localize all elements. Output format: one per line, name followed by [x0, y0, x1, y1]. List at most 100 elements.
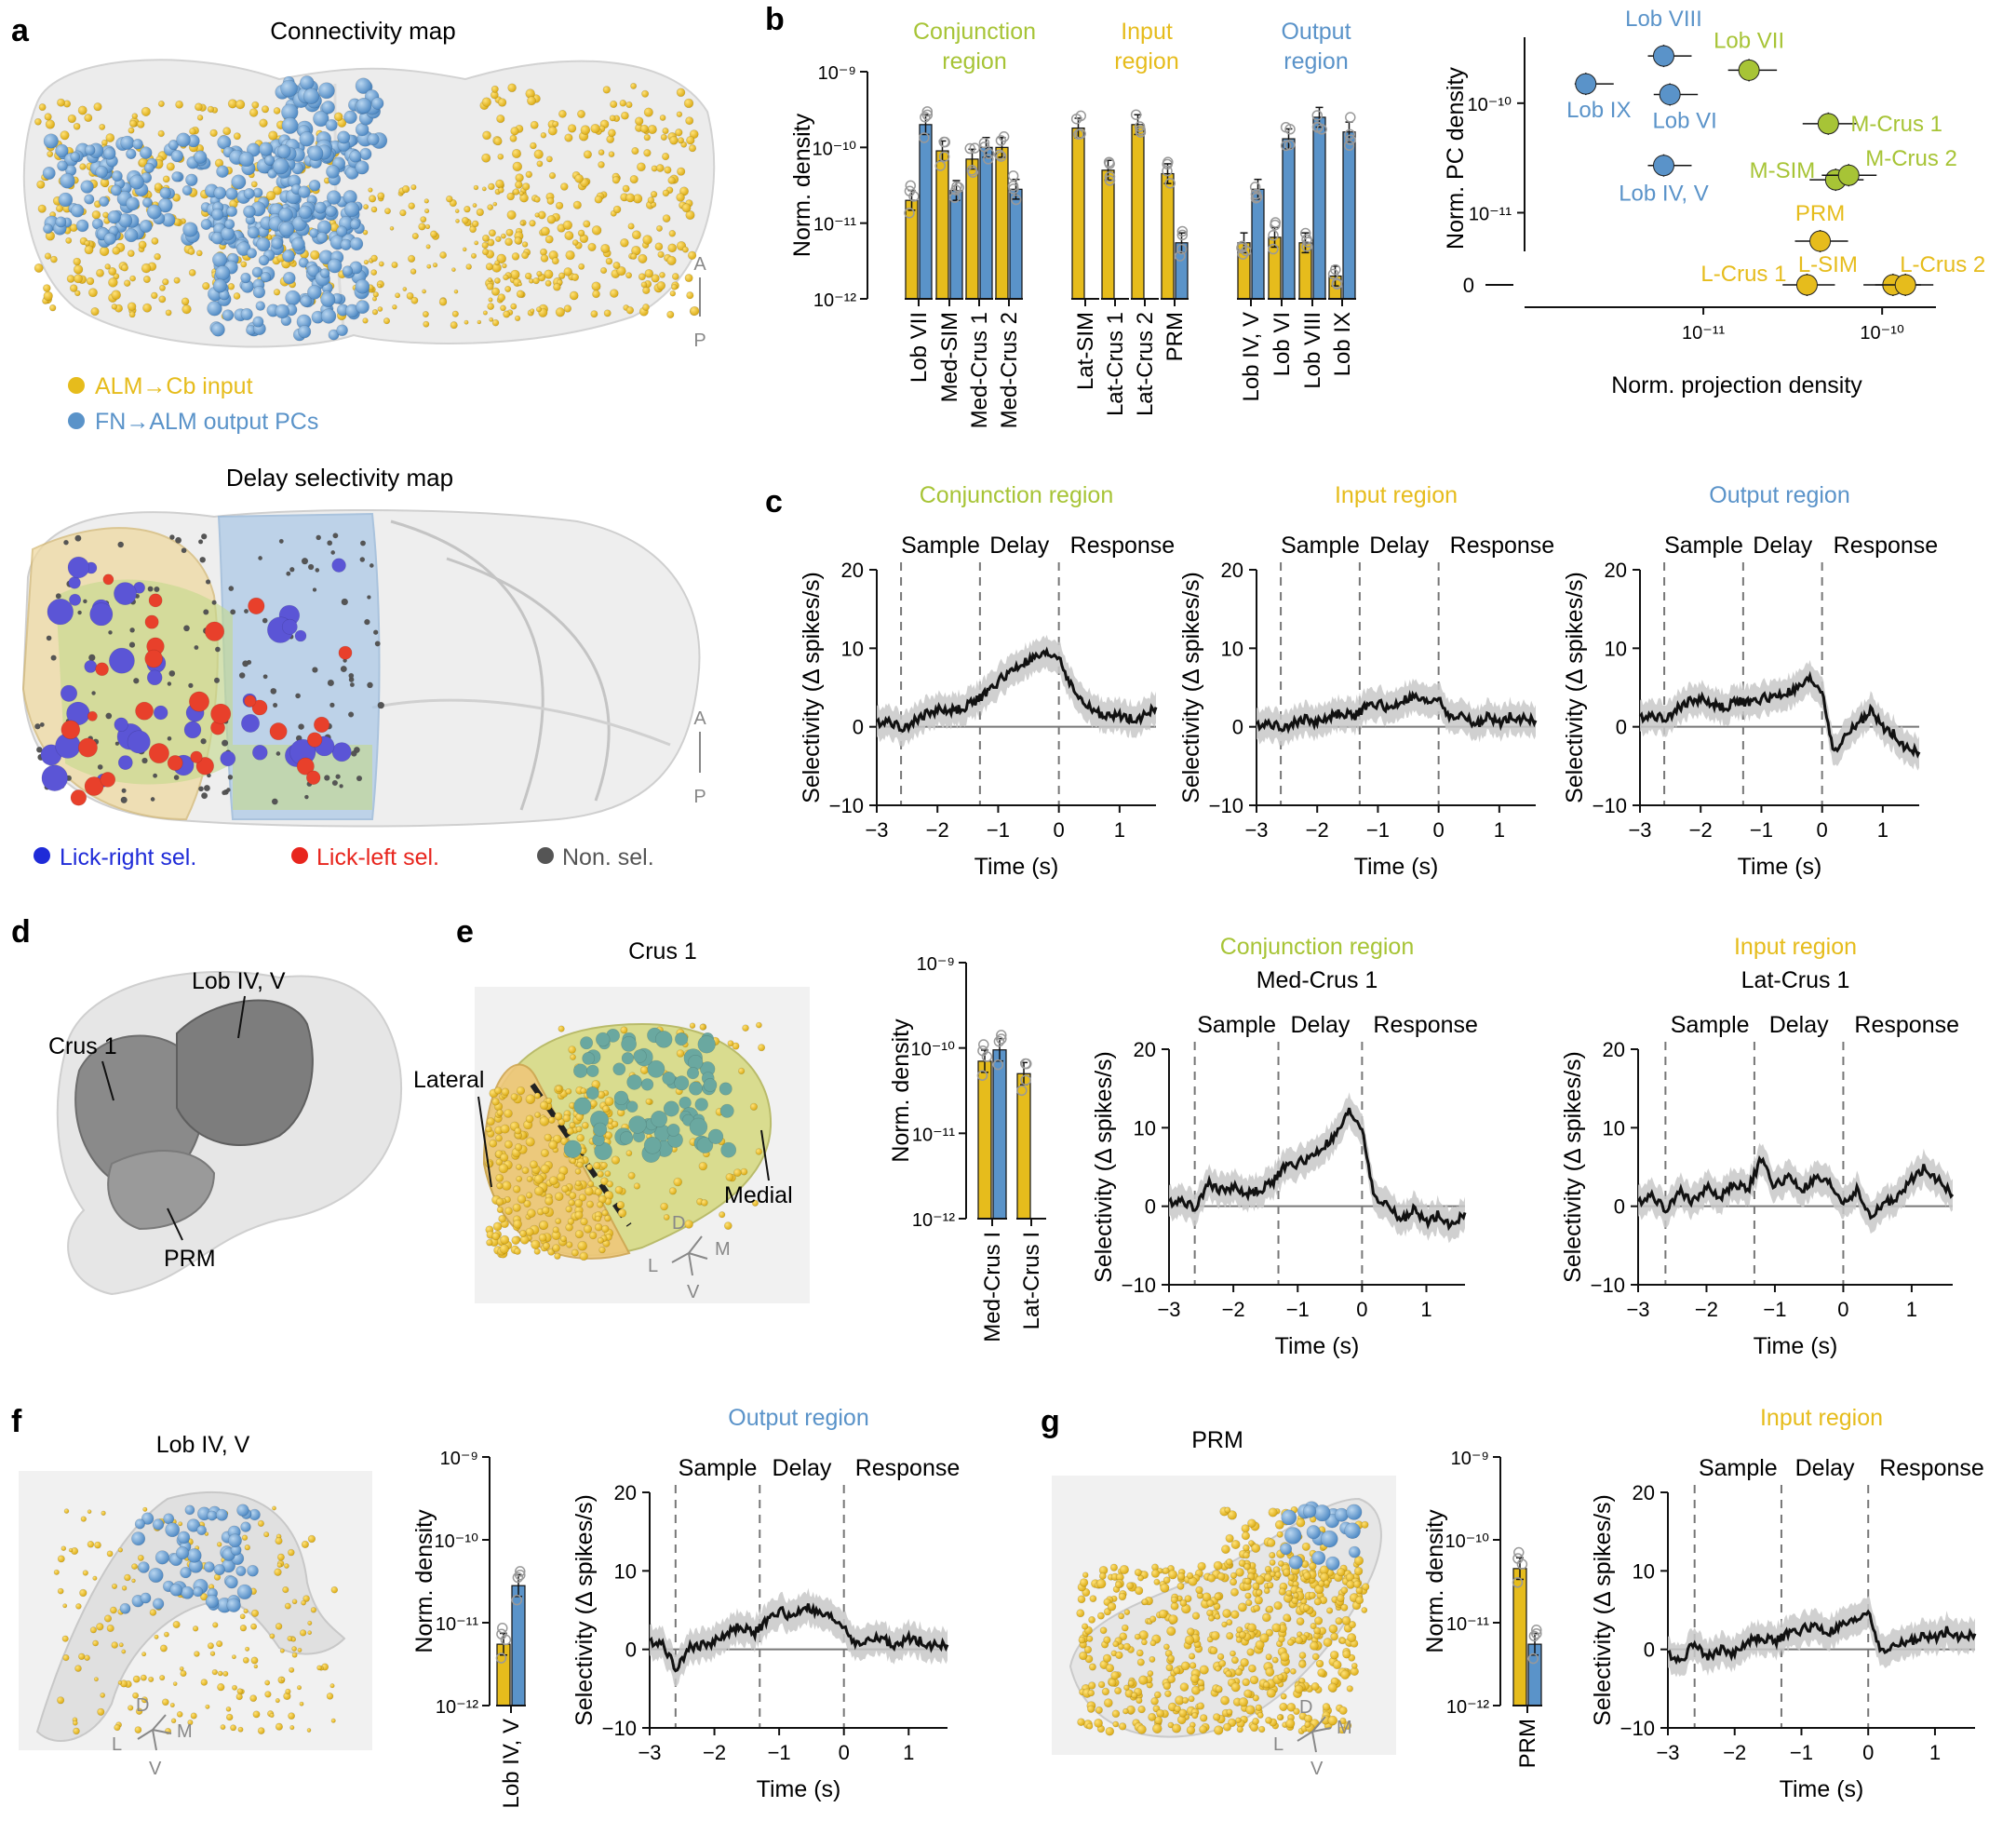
- cloud-dot: [298, 325, 312, 339]
- cloud-dot: [1141, 1598, 1149, 1606]
- cloud-dot: [63, 539, 69, 546]
- cloud-dot: [491, 1232, 501, 1241]
- cloud-dot: [159, 1674, 166, 1681]
- cloud-dot: [73, 1727, 80, 1735]
- cloud-dot: [620, 1026, 628, 1034]
- cloud-dot: [675, 128, 683, 137]
- cloud-dot: [152, 1598, 165, 1610]
- data-point: [934, 160, 947, 171]
- cloud-dot: [1337, 1568, 1346, 1577]
- cloud-dot: [236, 1504, 249, 1517]
- cloud-dot: [535, 306, 543, 313]
- cloud-dot: [217, 1682, 225, 1692]
- cloud-dot: [697, 1035, 716, 1054]
- cloud-dot: [60, 172, 75, 189]
- cloud-dot: [100, 772, 116, 788]
- input-bar: [1101, 169, 1115, 300]
- cloud-dot: [1224, 1506, 1231, 1514]
- cloud-dot: [647, 124, 657, 135]
- cloud-dot: [326, 164, 340, 179]
- cloud-dot: [44, 252, 52, 260]
- cloud-dot: [1122, 1624, 1129, 1632]
- cloud-dot: [302, 1595, 310, 1602]
- cloud-dot: [425, 244, 431, 250]
- b-group-output-1: Output: [1281, 19, 1351, 45]
- cloud-dot: [211, 208, 224, 221]
- cloud-dot: [131, 1578, 136, 1584]
- cloud-dot: [87, 710, 98, 722]
- cloud-dot: [662, 214, 671, 223]
- cloud-dot: [204, 1531, 209, 1536]
- cloud-dot: [69, 284, 78, 292]
- cloud-dot: [699, 1023, 706, 1031]
- cloud-dot: [487, 277, 493, 283]
- cloud-dot: [1317, 1668, 1326, 1678]
- cloud-dot: [477, 319, 482, 325]
- cloud-dot: [1215, 1685, 1223, 1693]
- cloud-dot: [1296, 1617, 1305, 1625]
- cloud-dot: [371, 309, 379, 316]
- cloud-dot: [525, 1114, 534, 1124]
- cloud-dot: [331, 779, 339, 787]
- cloud-dot: [349, 236, 364, 251]
- cloud-dot: [1276, 1714, 1284, 1720]
- cloud-dot: [594, 195, 603, 204]
- cloud-dot: [158, 295, 167, 304]
- cloud-dot: [1158, 1609, 1168, 1619]
- cloud-dot: [287, 1636, 293, 1642]
- panel-label-b: b: [765, 2, 785, 37]
- cloud-dot: [216, 1640, 223, 1648]
- cloud-dot: [601, 1209, 609, 1217]
- cloud-dot: [454, 209, 460, 214]
- epoch-sample-label: Sample: [1281, 533, 1360, 559]
- cloud-dot: [135, 701, 155, 721]
- cloud-dot: [688, 1081, 703, 1096]
- cloud-dot: [201, 792, 208, 800]
- y-tick-label: 10: [841, 637, 864, 660]
- x-tick-label: −1: [1790, 1741, 1813, 1764]
- cloud-dot: [608, 128, 616, 138]
- cloud-dot: [552, 1244, 560, 1252]
- cloud-dot: [362, 229, 369, 236]
- cloud-dot: [540, 132, 547, 139]
- cloud-dot: [287, 1548, 295, 1557]
- cloud-dot: [495, 236, 502, 243]
- cloud-dot: [91, 691, 96, 695]
- x-tick-label: −1: [1763, 1298, 1786, 1321]
- cloud-dot: [178, 1521, 183, 1527]
- cloud-dot: [1087, 1689, 1095, 1697]
- cloud-dot: [212, 1622, 219, 1628]
- cloud-dot: [1284, 1667, 1291, 1675]
- cloud-dot: [573, 1097, 592, 1115]
- cloud-dot: [117, 541, 125, 548]
- a-axis-p: P: [693, 330, 706, 351]
- data-point: [1176, 225, 1189, 237]
- b-group-output-2: region: [1284, 48, 1349, 74]
- cloud-dot: [131, 1563, 138, 1570]
- cloud-dot: [570, 1157, 577, 1165]
- cloud-dot: [1218, 1659, 1227, 1667]
- data-point: [1284, 139, 1296, 151]
- cloud-dot: [1149, 1639, 1157, 1647]
- data-point: [1237, 249, 1249, 260]
- cloud-dot: [539, 1116, 550, 1126]
- cloud-dot: [246, 248, 258, 259]
- cloud-dot: [438, 297, 448, 306]
- cloud-dot: [165, 309, 172, 317]
- cloud-dot: [249, 1694, 258, 1703]
- cloud-dot: [1118, 1592, 1127, 1601]
- a-axis-a: A: [693, 254, 706, 275]
- cloud-dot: [330, 1585, 339, 1594]
- y-tick-label: 20: [1605, 559, 1627, 582]
- cloud-dot: [1086, 1705, 1095, 1713]
- cloud-dot: [296, 757, 315, 776]
- cloud-dot: [511, 1235, 520, 1246]
- cloud-dot: [75, 1603, 82, 1610]
- cloud-dot: [203, 1561, 215, 1573]
- epoch-sample-label: Sample: [1664, 533, 1743, 559]
- cloud-dot: [291, 1652, 298, 1658]
- epoch-response-label: Response: [1854, 1012, 1959, 1038]
- data-point: [953, 182, 964, 194]
- cloud-dot: [707, 1128, 724, 1145]
